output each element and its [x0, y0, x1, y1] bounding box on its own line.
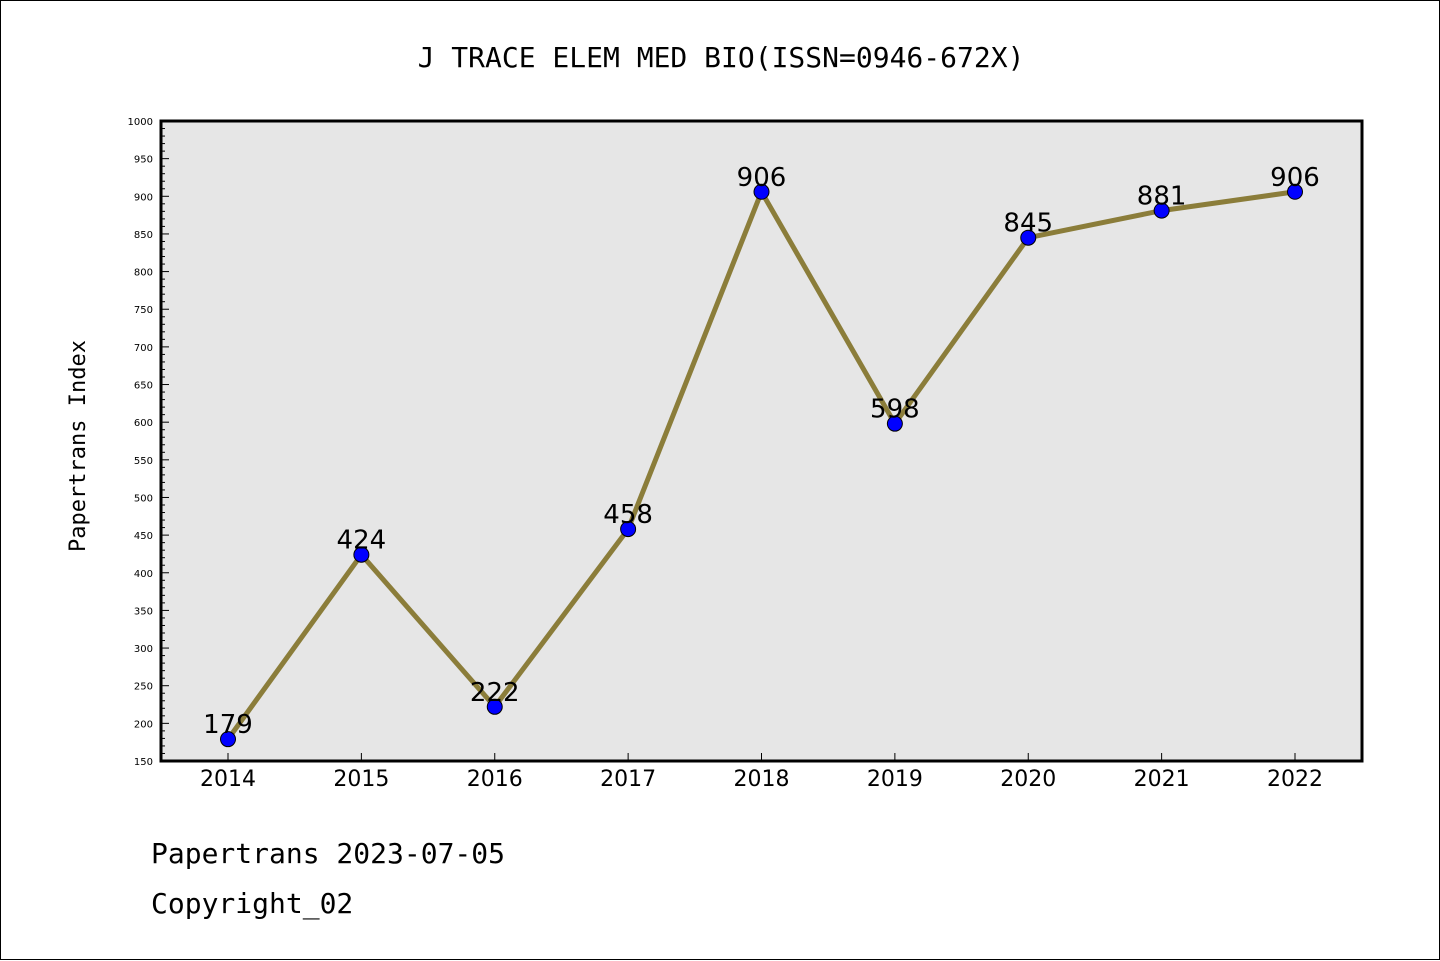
data-label: 845 [1003, 209, 1053, 239]
x-tick-label: 2020 [1000, 767, 1056, 792]
data-point [753, 183, 770, 200]
data-point [220, 731, 236, 748]
data-label: 881 [1137, 182, 1187, 212]
y-tick-label: 700 [134, 343, 153, 354]
footer-date: Papertrans 2023-07-05 [151, 837, 506, 870]
x-tick-label: 2019 [867, 767, 923, 792]
data-point [1020, 229, 1037, 246]
data-point [1153, 202, 1170, 219]
x-tick-label: 2014 [200, 767, 256, 792]
data-label: 424 [337, 526, 387, 556]
y-tick-label: 500 [134, 493, 153, 504]
y-tick-label: 250 [134, 682, 153, 693]
data-label: 179 [203, 710, 253, 740]
data-point [620, 521, 637, 538]
y-tick-label: 950 [134, 155, 153, 166]
y-tick-label: 600 [134, 418, 153, 429]
data-labels: 179 424 222 458 906 598 845 881 906 [203, 163, 1320, 740]
data-label: 598 [870, 395, 920, 425]
y-tick-label: 800 [134, 268, 153, 279]
y-tick-label: 900 [134, 192, 153, 203]
x-tick-label: 2021 [1134, 767, 1190, 792]
data-point [886, 415, 903, 432]
y-tick-label: 300 [134, 644, 153, 655]
footer-copyright: Copyright_02 [151, 887, 354, 920]
data-label: 906 [1270, 163, 1320, 193]
data-point [353, 546, 370, 563]
x-tick-label: 2017 [600, 767, 656, 792]
data-label: 458 [603, 500, 653, 530]
y-tick-label: 850 [134, 230, 153, 241]
y-tick-label: 550 [134, 456, 153, 467]
y-tick-label: 650 [134, 381, 153, 392]
x-tick-label: 2018 [734, 767, 790, 792]
y-tick-label: 450 [134, 531, 153, 542]
x-tick-label: 2015 [333, 767, 389, 792]
data-point [486, 698, 503, 715]
y-tick-label: 400 [134, 569, 153, 580]
x-tick-label: 2022 [1267, 767, 1323, 792]
y-tick-label: 750 [134, 305, 153, 316]
plot-area [159, 119, 1364, 763]
y-tick-label: 1000 [128, 117, 153, 128]
y-axis-label: Papertrans Index [66, 340, 91, 552]
y-tick-label: 200 [134, 719, 153, 730]
y-tick-label: 150 [134, 757, 153, 768]
data-label: 222 [470, 678, 520, 708]
data-point [1287, 183, 1303, 200]
y-axis: 150 200 250 300 350 400 450 500 550 600 650 700 750 8… [128, 117, 169, 768]
x-tick-label: 2016 [467, 767, 523, 792]
data-points [220, 183, 1303, 748]
y-tick-label: 350 [134, 606, 153, 617]
data-label: 906 [737, 163, 787, 193]
chart-title: J TRACE ELEM MED BIO(ISSN=0946-672X) [418, 41, 1025, 74]
x-axis: 2014 2015 2016 2017 2018 2019 2020 2021 2022 [200, 753, 1323, 792]
